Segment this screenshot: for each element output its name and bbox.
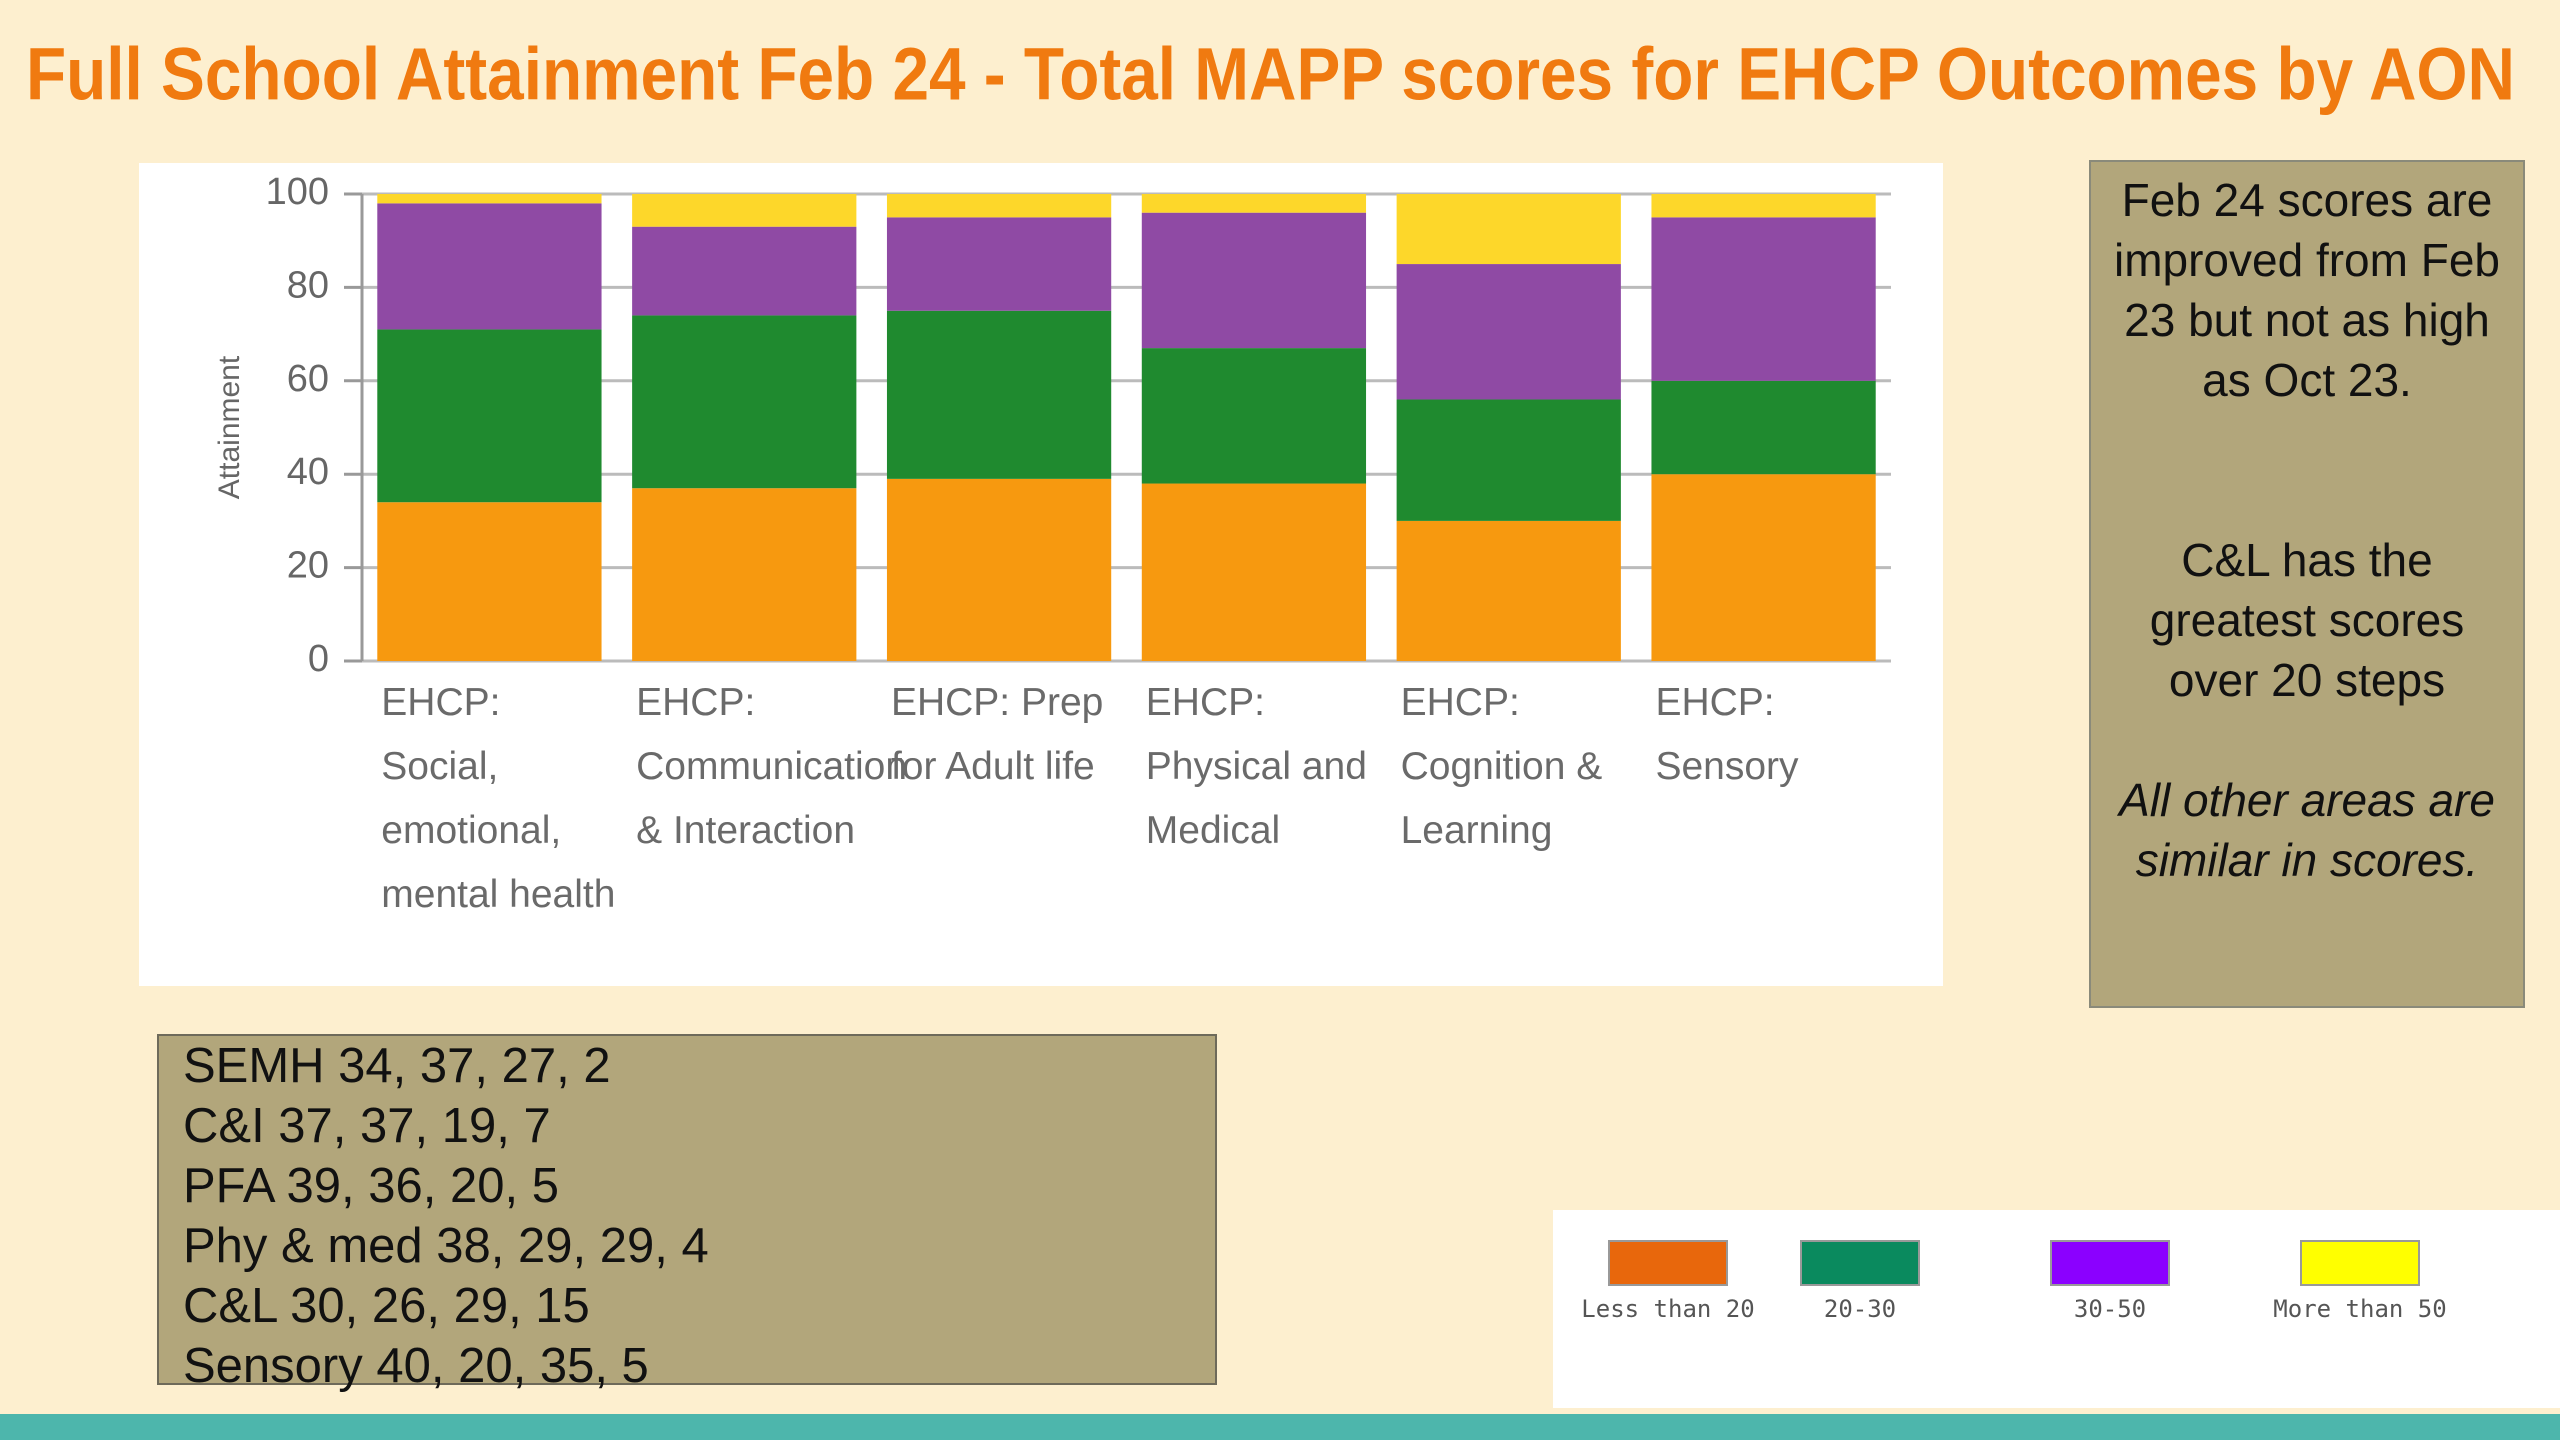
- legend-label: Less than 20: [1581, 1295, 1755, 1323]
- x-tick-label: EHCP: Communication & Interaction: [636, 681, 908, 852]
- bar-segment: [886, 478, 1112, 661]
- y-tick-label: 100: [266, 171, 329, 213]
- footer-bar: [0, 1414, 2560, 1440]
- y-tick-label: 0: [308, 638, 329, 680]
- legend-item: More than 50: [2265, 1240, 2455, 1322]
- bar-segment: [1396, 520, 1621, 661]
- x-tick-label: EHCP: Cognition & Learning: [1400, 681, 1603, 852]
- bar-segment: [1651, 380, 1876, 475]
- score-line: PFA 39, 36, 20, 5: [183, 1159, 559, 1213]
- bar-segment: [1141, 483, 1367, 661]
- legend-swatch: [1608, 1240, 1728, 1286]
- note: Feb 24 scores are improved from Feb 23 b…: [2113, 174, 2500, 406]
- note: C&L has the greatest scores over 20 step…: [2149, 534, 2465, 706]
- legend-swatch: [2050, 1240, 2170, 1286]
- bar-segment: [632, 488, 857, 661]
- legend: Less than 20 20-30 30-50 More than 50: [1553, 1210, 2560, 1408]
- bar-segment: [1141, 348, 1367, 484]
- legend-label: More than 50: [2273, 1295, 2447, 1323]
- y-tick-label: 80: [287, 264, 329, 306]
- bar-segment: [886, 217, 1112, 311]
- bar-segment: [632, 226, 857, 316]
- legend-swatch: [2300, 1240, 2420, 1286]
- bar-segment: [1141, 212, 1367, 349]
- score-line: C&L 30, 26, 29, 15: [183, 1279, 590, 1333]
- slide-title: Full School Attainment Feb 24 - Total MA…: [26, 33, 2515, 116]
- y-axis-label: Attainment: [213, 355, 246, 499]
- x-tick-label: EHCP: Physical and Medical: [1145, 681, 1367, 852]
- bar-segment: [1396, 264, 1621, 400]
- legend-swatch: [1800, 1240, 1920, 1286]
- legend-item: Less than 20: [1573, 1240, 1763, 1322]
- score-line: C&I 37, 37, 19, 7: [183, 1099, 551, 1153]
- x-tick-label: EHCP: Social, emotional, mental health: [381, 681, 616, 916]
- bar-segment: [632, 194, 857, 227]
- bar-segment: [886, 310, 1112, 479]
- note: All other areas are similar in scores.: [2119, 774, 2495, 886]
- bar-segment: [1651, 194, 1876, 218]
- legend-item: 20-30: [1765, 1240, 1955, 1322]
- bar-segment: [1141, 194, 1367, 213]
- bar-segment: [377, 194, 602, 204]
- notes-box: Feb 24 scores are improved from Feb 23 b…: [2089, 160, 2525, 1008]
- score-line: SEMH 34, 37, 27, 2: [183, 1039, 611, 1093]
- scores-box: SEMH 34, 37, 27, 2 C&I 37, 37, 19, 7 PFA 3…: [157, 1034, 1217, 1393]
- y-tick-label: 60: [287, 358, 329, 400]
- bar-segment: [1396, 399, 1621, 521]
- bar-segment: [377, 329, 602, 503]
- score-line: Sensory 40, 20, 35, 5: [183, 1339, 649, 1393]
- legend-label: 20-30: [1823, 1295, 1897, 1323]
- legend-item: 30-50: [2015, 1240, 2205, 1322]
- title-area: Full School Attainment Feb 24 - Total MA…: [26, 33, 2515, 116]
- score-line: Phy & med 38, 29, 29, 4: [183, 1219, 709, 1273]
- bar-segment: [886, 194, 1112, 218]
- bar-segment: [377, 502, 602, 661]
- bar-segment: [1651, 217, 1876, 381]
- x-tick-label: EHCP: Sensory: [1655, 681, 1799, 788]
- chart-panel: Attainment 0 20 40 60 80 100 EHCP: Social, emo…: [139, 163, 1943, 986]
- y-tick-label: 20: [287, 545, 329, 587]
- x-tick-label: EHCP: Prep for Adult life: [890, 681, 1104, 788]
- y-tick-label: 40: [287, 451, 329, 493]
- bar-segment: [632, 315, 857, 489]
- chart: Attainment 0 20 40 60 80 100: [213, 171, 1891, 680]
- bar-segment: [377, 203, 602, 330]
- bar-segment: [1651, 474, 1876, 661]
- legend-label: 30-50: [2073, 1295, 2147, 1323]
- bar-segment: [1396, 194, 1621, 265]
